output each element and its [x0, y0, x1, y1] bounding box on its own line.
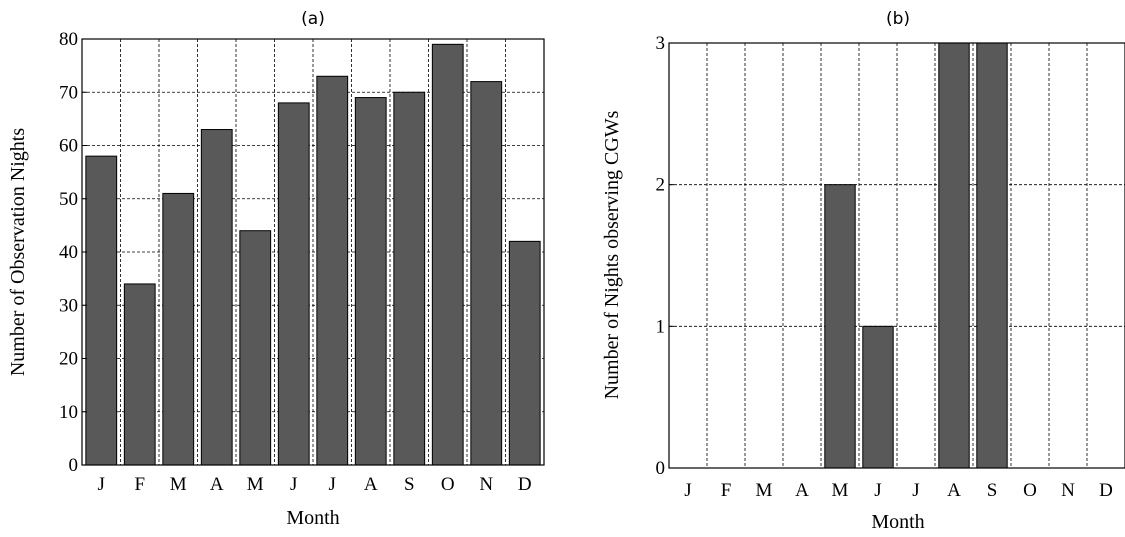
panel-b-xtick-label: F: [721, 480, 732, 501]
panel-b-xtick-label: M: [756, 480, 773, 501]
panel-a-xtick-label: M: [247, 474, 264, 495]
panel-a-xtick-label: O: [441, 474, 455, 495]
panel-a-bar: [123, 283, 156, 466]
panel-a-ytick-label: 40: [59, 242, 78, 263]
panel-b: (b) Number of Nights observing CGWs Mont…: [601, 9, 1125, 533]
panel-a-yticks: 0 10 20 30 40 50 60 70 80: [59, 29, 87, 476]
panel-a-xtick-label: J: [329, 474, 336, 495]
panel-b-yticks: 0 1 2 3: [656, 33, 674, 479]
panel-b-grid: [669, 43, 1125, 468]
panel-b-bar: [824, 184, 856, 469]
panel-a-ytick-label: 60: [59, 136, 78, 157]
panel-a-bars: [85, 43, 541, 466]
panel-b-ytick-label: 1: [656, 316, 666, 337]
panel-a-ylabel: Number of Observation Nights: [7, 128, 29, 377]
panel-b-xtick-label: N: [1061, 480, 1075, 501]
panel-b-xlabel: Month: [871, 511, 924, 533]
panel-a-bar: [508, 240, 541, 466]
panel-b-ytick-label: 3: [656, 33, 666, 54]
panel-b-xtick-label: D: [1099, 480, 1113, 501]
panel-a-xtick-label: F: [134, 474, 145, 495]
panel-a-xlabel: Month: [286, 507, 339, 529]
panel-b-bar: [976, 42, 1008, 469]
panel-a-ytick-label: 0: [69, 455, 79, 476]
panel-a-xtick-label: J: [290, 474, 297, 495]
panel-a-ytick-label: 80: [59, 29, 78, 50]
panel-b-xtick-label: J: [874, 480, 881, 501]
panel-b-bar: [938, 42, 970, 469]
panel-a-xtick-label: D: [518, 474, 532, 495]
panel-b-bar: [862, 325, 894, 469]
panel-a-xtick-label: M: [170, 474, 187, 495]
panel-a-bar: [162, 192, 195, 466]
panel-b-bars: [824, 42, 1008, 469]
panel-b-xtick-label: O: [1023, 480, 1037, 501]
panel-a-bar: [277, 102, 310, 466]
panel-a-xtick-label: A: [364, 474, 378, 495]
panel-b-xtick-label: J: [684, 480, 691, 501]
panel-b-title: (b): [886, 9, 910, 29]
panel-a-frame: [81, 38, 545, 466]
panel-b-ytick-label: 0: [656, 458, 666, 479]
panel-a-ytick-label: 10: [59, 402, 78, 423]
panel-a-bar: [431, 43, 464, 466]
panel-a-bar: [85, 155, 118, 466]
panel-b-ylabel: Number of Nights observing CGWs: [601, 110, 623, 399]
panel-b-xtick-label: A: [795, 480, 809, 501]
panel-a-ytick-label: 50: [59, 189, 78, 210]
panel-b-xtick-label: A: [947, 480, 961, 501]
panel-a-bar: [316, 75, 349, 466]
panel-b-xtick-label: M: [832, 480, 849, 501]
panel-b-frame: [668, 42, 1125, 469]
panel-a-title: (a): [301, 9, 325, 29]
panel-a-bar: [200, 129, 233, 466]
panel-a-bar: [354, 97, 387, 466]
panel-a-ytick-label: 30: [59, 295, 78, 316]
panel-a-xtick-label: A: [210, 474, 224, 495]
panel-a-xtick-label: N: [479, 474, 493, 495]
panel-a-bar: [393, 91, 426, 466]
panel-b-ytick-label: 2: [656, 175, 666, 196]
panel-b-xtick-label: S: [987, 480, 998, 501]
panel-a-ytick-label: 20: [59, 349, 78, 370]
panel-a-xtick-label: S: [404, 474, 415, 495]
panel-a-ytick-label: 70: [59, 82, 78, 103]
panel-a-bar: [470, 81, 503, 466]
panel-a-grid: [82, 39, 544, 465]
panel-b-xtick-label: J: [912, 480, 919, 501]
panel-a-bar: [239, 230, 272, 466]
panel-a-xtick-label: J: [98, 474, 105, 495]
panel-a: (a) Number of Observation Nights Month 0…: [7, 9, 545, 529]
